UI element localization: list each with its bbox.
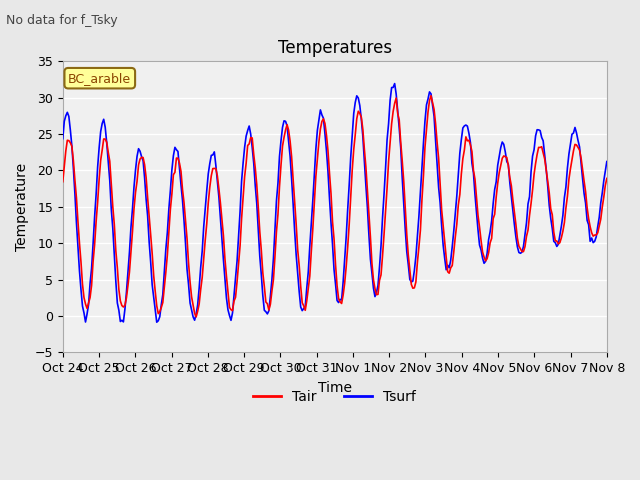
Tsurf (223, 295, 230, 300)
Tsurf (603, 159, 611, 165)
Y-axis label: Temperature: Temperature (15, 163, 29, 251)
Tair (576, 147, 584, 153)
Tsurf (298, 308, 306, 313)
Tsurf (125, 249, 133, 255)
Tair (125, 269, 133, 275)
Tair (250, 152, 257, 157)
Text: No data for f_Tsky: No data for f_Tsky (6, 14, 118, 27)
Legend: Tair, Tsurf: Tair, Tsurf (248, 384, 422, 409)
Title: Temperatures: Temperatures (278, 39, 392, 57)
Tsurf (576, 144, 584, 150)
Tair (427, 93, 435, 98)
Line: Tsurf: Tsurf (63, 84, 607, 322)
Tsurf (153, 319, 161, 325)
Text: BC_arable: BC_arable (68, 72, 131, 84)
Tsurf (241, 144, 248, 150)
Line: Tair: Tair (63, 96, 607, 317)
Tair (603, 176, 611, 181)
X-axis label: Time: Time (318, 381, 352, 395)
Tsurf (59, 136, 67, 142)
Tair (192, 314, 200, 320)
Tair (241, 174, 248, 180)
Tsurf (391, 81, 399, 86)
Tair (59, 179, 67, 185)
Tair (298, 300, 306, 306)
Tsurf (250, 160, 257, 166)
Tair (223, 274, 230, 279)
